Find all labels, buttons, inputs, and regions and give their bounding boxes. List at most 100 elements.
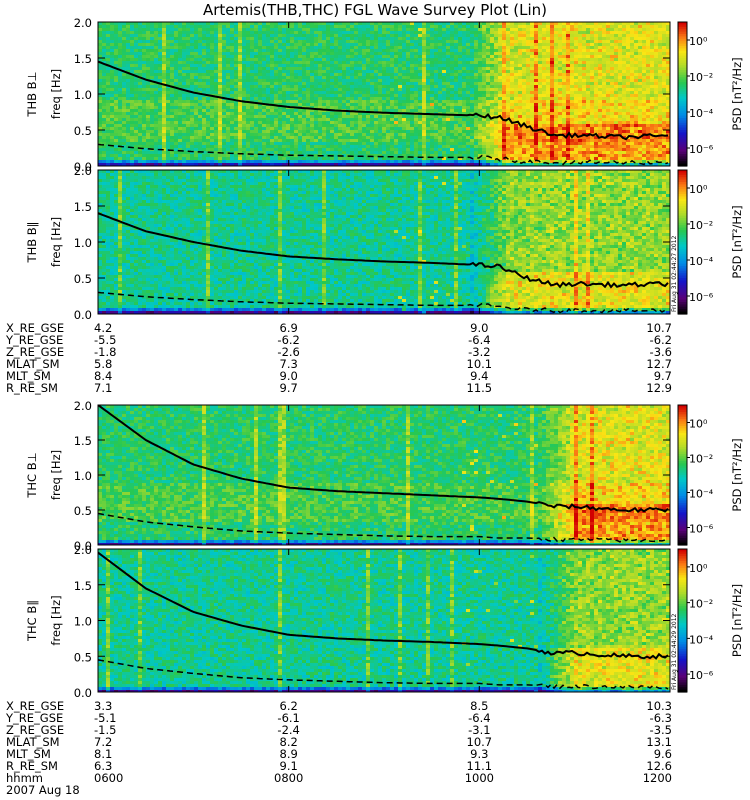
ephemeris-value: 9.4 [470,370,488,382]
ephemeris-value: 8.1 [94,748,112,760]
ephemeris-value: 9.0 [280,370,298,382]
freq-axis-label: freq [Hz] [49,217,63,267]
colorbar-thb-bperp: 10⁰ 10⁻² 10⁻⁴ 10⁻⁶ PSD [nT²/Hz] [677,21,744,167]
ephemeris-label: hhmm [6,772,43,784]
ephemeris-value: 6.2 [280,700,298,712]
y-tick-label: 1.0 [74,88,92,102]
freq-axis-label: freq [Hz] [49,69,63,119]
panel-thc-bpar: 0.0 0.5 1.0 1.5 2.0 THC B∥ freq [Hz] 10⁰ 10⁻² 10⁻… [25,543,744,700]
ephemeris-value: -3.2 [468,346,490,358]
ephemeris-value: 8.9 [280,748,298,760]
ephemeris-row: Z_RE_GSE -1.5 -2.4 -3.1 -3.5 [0,724,750,736]
y-tick-label: 1.0 [74,615,92,629]
ephemeris-row: MLT_SM 8.4 9.0 9.4 9.7 [0,370,750,382]
fce-curve [98,212,669,289]
colorbar-tick-label: 10⁻⁶ [689,523,714,536]
y-tick-label: 0.0 [74,539,92,553]
colorbar-tick-label: 10⁻⁴ [689,255,714,268]
y-tick-label: 0.5 [74,272,92,286]
y-tick-label: 1.5 [74,200,92,214]
colorbar-tick-label: 10⁻⁴ [689,488,714,501]
ephemeris-value: 1200 [643,772,672,784]
flh-curve [98,143,669,166]
ephemeris-value: 11.5 [467,382,493,394]
colorbar-tick-label: 10⁰ [689,418,708,431]
ephemeris-label: X_RE_GSE [6,700,64,712]
colorbar-tick-label: 10⁰ [689,35,708,48]
ephemeris-value: 7.2 [94,736,112,748]
colorbar-thc-bperp: 10⁰ 10⁻² 10⁻⁴ 10⁻⁶ PSD [nT²/Hz] [677,404,744,546]
y-tick-label: 1.5 [74,52,92,66]
y-tick-label: 2.0 [74,164,92,178]
ephemeris-label: Y_RE_GSE [6,334,63,346]
ephemeris-value: 6.9 [280,322,298,334]
ephemeris-row: Y_RE_GSE -5.5 -6.2 -6.4 -6.2 [0,334,750,346]
ephemeris-thb: X_RE_GSE 4.2 6.9 9.0 10.7 Y_RE_GSE -5.5 -6.2 -6.… [0,322,750,394]
ephemeris-value: -6.4 [468,334,490,346]
ephemeris-row: R_RE_SM 6.3 9.1 11.1 12.6 [0,760,750,772]
ephemeris-value: -2.6 [277,346,299,358]
ephemeris-value: 7.3 [280,358,298,370]
ephemeris-label: R_RE_SM [6,760,58,772]
ephemeris-label: X_RE_GSE [6,322,64,334]
y-tick-label: 1.0 [74,469,92,483]
ephemeris-label: MLAT_SM [6,736,60,748]
ephemeris-value: 10.7 [646,322,672,334]
y-tick-label: 2.0 [74,16,92,30]
heatmap-thb-bperp [98,22,670,166]
colorbar-tick-label: 10⁻² [689,71,713,84]
ephemeris-row: X_RE_GSE 4.2 6.9 9.0 10.7 [0,322,750,334]
y-tick-label: 1.0 [74,236,92,250]
ephemeris-value: 9.3 [470,748,488,760]
y-tick-label: 1.5 [74,579,92,593]
colorbar-label: PSD [nT²/Hz] [730,205,744,278]
ephemeris-value: 6.3 [94,760,112,772]
ephemeris-value: 1000 [465,772,494,784]
ephemeris-value: 10.3 [646,700,672,712]
ephemeris-row: MLAT_SM 7.2 8.2 10.7 13.1 [0,736,750,748]
panel-thb-bpar: 0.0 0.5 1.0 1.5 2.0 THB B∥ freq [Hz] 10⁰ 10⁻² 10⁻… [25,164,744,322]
colorbar-label: PSD [nT²/Hz] [730,584,744,657]
timestamp-stamp: Fri Aug 31 02:44:29 2012 [671,613,678,690]
y-tick-label: 0.5 [74,124,92,138]
colorbar-tick-label: 10⁻⁴ [689,107,714,120]
ephemeris-thc: X_RE_GSE 3.3 6.2 8.5 10.3 Y_RE_GSE -5.1 -6.1 -6.… [0,700,750,784]
ephemeris-row: MLAT_SM 5.8 7.3 10.1 12.7 [0,358,750,370]
ephemeris-label: Z_RE_GSE [6,346,64,358]
ephemeris-value: 12.9 [646,382,672,394]
colorbar-tick-label: 10⁰ [689,562,708,575]
ephemeris-value: -1.8 [94,346,116,358]
ephemeris-value: 3.3 [94,700,112,712]
colorbar-label: PSD [nT²/Hz] [730,57,744,130]
ephemeris-value: 8.4 [94,370,112,382]
y-tick-label: 0.5 [74,650,92,664]
ephemeris-row: Y_RE_GSE -5.1 -6.1 -6.4 -6.3 [0,712,750,724]
colorbar-tick-label: 10⁻⁴ [689,633,714,646]
ephemeris-value: 10.1 [467,358,493,370]
colorbar-label: PSD [nT²/Hz] [730,438,744,511]
heatmap-thb-bpar [98,170,670,314]
colorbar-tick-label: 10⁰ [689,183,708,196]
heatmap-thc-bpar [98,549,670,692]
y-tick-label: 1.5 [74,434,92,448]
fce-curve [98,405,669,513]
ephemeris-value: -3.6 [650,346,672,358]
ephemeris-label: Z_RE_GSE [6,724,64,736]
ephemeris-value: -5.1 [94,712,116,724]
ephemeris-value: 9.7 [654,370,672,382]
ephemeris-value: 8.2 [280,736,298,748]
chart-title: Artemis(THB,THC) FGL Wave Survey Plot (L… [203,1,547,19]
ephemeris-value: 9.6 [654,748,672,760]
ephemeris-value: -6.3 [650,712,672,724]
y-tick-label: 0.0 [74,686,92,700]
ephemeris-label: MLAT_SM [6,358,60,370]
freq-axis-label: freq [Hz] [49,450,63,500]
ephemeris-value: 8.5 [470,700,488,712]
ephemeris-value: 9.1 [280,760,298,772]
panel-thb-bperp: 0.0 0.5 1.0 1.5 2.0 THB B⊥ freq [Hz] 10⁰ 10⁻² 10⁻… [25,16,744,174]
ephemeris-value: -5.5 [94,334,116,346]
probe-label: THB B⊥ [25,71,39,117]
ephemeris-value: 11.1 [467,760,493,772]
